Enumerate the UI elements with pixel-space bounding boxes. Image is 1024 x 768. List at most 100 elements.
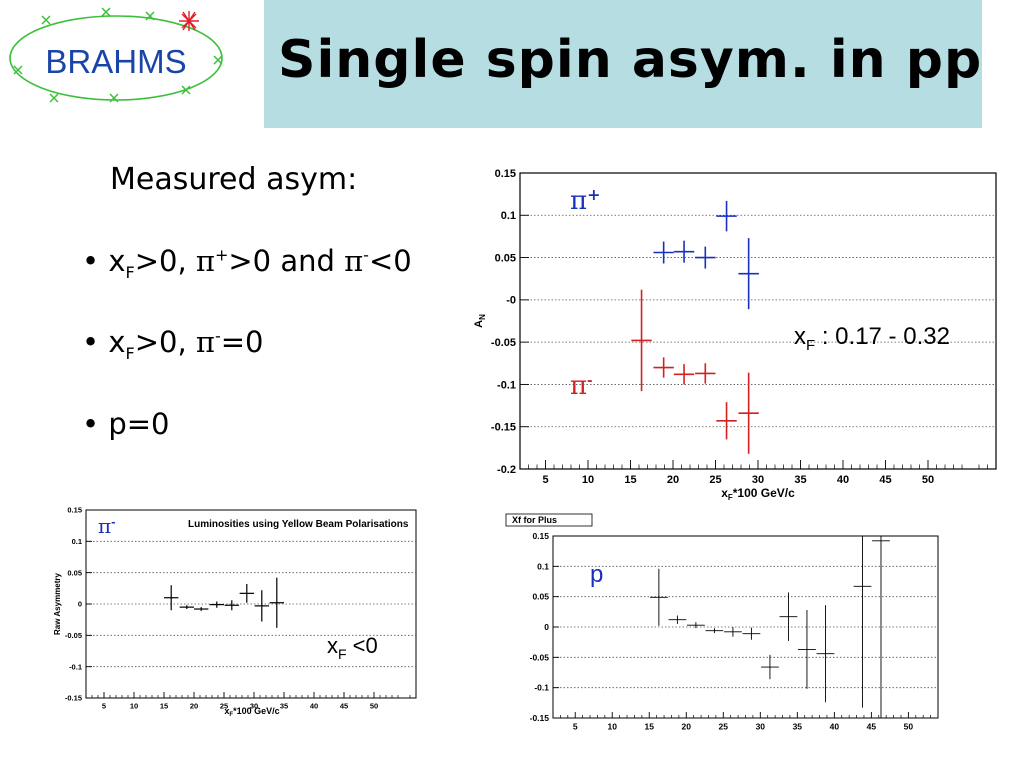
pi-symbol: π	[344, 244, 364, 278]
chart-title: Luminosities using Yellow Beam Polarisat…	[188, 519, 409, 530]
y-tick-label: 0	[544, 622, 549, 632]
x-tick-label: 5	[542, 474, 548, 486]
xf-range-annotation: xF : 0.17 - 0.32	[794, 323, 950, 354]
y-tick-label: -0.1	[69, 662, 82, 671]
data-point	[269, 577, 284, 628]
bullet-text-c: =0	[220, 325, 264, 359]
x-tick-label: 35	[280, 702, 288, 711]
data-point	[653, 357, 674, 378]
y-tick-label: 0.05	[67, 568, 82, 577]
subheading: Measured asym:	[110, 162, 358, 197]
data-point	[653, 241, 674, 264]
x-tick-label: 45	[340, 702, 348, 711]
data-points	[631, 200, 759, 454]
y-tick-label: 0.05	[532, 592, 549, 602]
data-point	[673, 364, 695, 385]
grid-lines	[553, 565, 938, 689]
data-point	[816, 605, 835, 703]
title-box	[505, 513, 593, 527]
bullet-sub-f: F	[125, 262, 135, 282]
y-tick-label: -0.1	[497, 379, 516, 391]
series-label-pi-plus: π+	[570, 185, 601, 216]
data-point	[872, 536, 890, 718]
y-tick-label: 0.1	[537, 561, 549, 571]
y-tick-label: 0.15	[495, 168, 516, 180]
xf-annotation: xF <0	[327, 633, 378, 662]
data-point	[695, 246, 716, 269]
bullet-x: x	[108, 244, 126, 278]
data-point	[705, 628, 724, 634]
chart-title: Xf for Plus	[512, 515, 557, 525]
y-tick-label: -0.1	[534, 683, 549, 693]
x-tick-label: 5	[573, 722, 578, 732]
data-point	[673, 240, 695, 263]
bullet-3: • p=0	[82, 407, 170, 441]
y-tick-label: 0	[78, 600, 82, 609]
x-tick-label: 10	[130, 702, 138, 711]
bullet-sub-f: F	[125, 343, 135, 363]
y-tick-label: -0.05	[491, 337, 516, 349]
brahms-logo: BRAHMS	[9, 7, 223, 103]
x-tick-label: 40	[837, 474, 849, 486]
x-tick-label: 45	[867, 722, 877, 732]
x-tick-label: 10	[582, 474, 594, 486]
y-tick-label: 0.1	[501, 210, 516, 222]
y-tick-label: -0.2	[497, 464, 516, 476]
y-axis-label: Raw Asymmetry	[53, 572, 62, 635]
data-point	[179, 605, 194, 610]
chart-xf-for-plus: Xf for Plus 0.15 0.1 0.05 0 -0.05 -0.1 -0.15 5 1…	[505, 513, 939, 732]
data-point	[761, 654, 779, 680]
bullet-dot: •	[82, 407, 100, 441]
y-tick-label: 0.1	[72, 537, 82, 546]
y-tick-label: -0.15	[65, 694, 82, 703]
data-point	[716, 200, 737, 232]
x-axis-label: xF*100 GeV/c	[224, 706, 279, 718]
bullet-text-c: <0	[368, 244, 412, 278]
chart-raw-asymmetry: 0.15 0.1 0.05 0 -0.05 -0.1 -0.15 5 10 15 20 25 30 35 4…	[53, 506, 417, 718]
bullet-dot: •	[82, 244, 100, 278]
x-tick-label: 20	[190, 702, 198, 711]
bullet-text-b: >0 and	[228, 244, 345, 278]
series-label-pi-minus: π-	[98, 514, 116, 538]
x-tick-label: 35	[793, 722, 803, 732]
x-tick-label: 40	[310, 702, 318, 711]
data-point	[742, 627, 761, 640]
page-title: Single spin asym. in pp	[278, 30, 983, 90]
data-point	[738, 238, 759, 310]
series-label-pi-minus: π-	[570, 371, 592, 401]
x-tick-label: 5	[102, 702, 106, 711]
data-point	[209, 601, 224, 608]
y-tick-label: 0.05	[495, 252, 516, 264]
bullet-text-a: >0,	[134, 325, 196, 359]
x-tick-label: 25	[709, 474, 721, 486]
bullet-2: • xF>0, π-=0	[82, 325, 263, 363]
sup-minus: -	[363, 245, 369, 265]
x-tick-label: 50	[370, 702, 378, 711]
plot-frame	[519, 172, 997, 470]
y-tick-label: -0.05	[530, 652, 550, 662]
series-label-p: p	[590, 561, 603, 588]
bullet-text-a: >0,	[134, 244, 196, 278]
x-tick-label: 25	[719, 722, 729, 732]
data-point	[687, 622, 705, 629]
y-tick-label: -0.15	[530, 713, 550, 723]
data-point	[194, 607, 209, 611]
data-points	[164, 577, 284, 628]
chart-an-vs-xf: 0.15 0.1 0.05 -0 -0.05 -0.1 -0.15 -0.2 5 10 15 20 25…	[473, 168, 997, 502]
grid-lines	[520, 214, 996, 428]
x-axis-label: xF*100 GeV/c	[721, 486, 795, 502]
data-point	[224, 600, 239, 611]
x-tick-label: 15	[645, 722, 655, 732]
logo-text: BRAHMS	[45, 43, 186, 80]
grid-lines	[86, 540, 416, 668]
pi-symbol: π	[195, 244, 215, 278]
data-point	[695, 363, 716, 384]
data-point	[724, 627, 742, 637]
x-tick-label: 10	[607, 722, 617, 732]
sup-minus: -	[214, 326, 221, 346]
sup-plus: +	[214, 245, 229, 265]
x-tick-label: 40	[830, 722, 840, 732]
data-point	[716, 402, 737, 440]
bullet-x: x	[108, 325, 126, 359]
x-tick-label: 30	[756, 722, 766, 732]
